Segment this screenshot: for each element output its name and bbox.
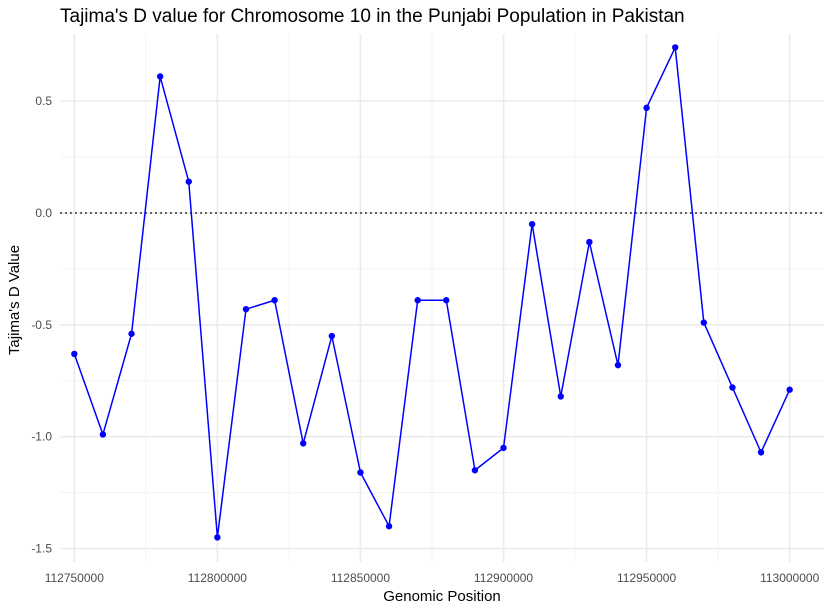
- data-point: [528, 220, 536, 228]
- data-point: [643, 104, 650, 112]
- y-axis-title: Tajima's D Value: [6, 245, 23, 355]
- y-axis-tick-labels: -1.5 -1.0 -0.5 0.0 0.5: [31, 94, 52, 555]
- data-point: [357, 469, 364, 476]
- data-point: [414, 297, 421, 304]
- data-point: [672, 44, 679, 51]
- x-tick-label: 113000000: [760, 571, 820, 585]
- data-point: [71, 350, 78, 358]
- data-point: [185, 178, 192, 185]
- data-point: [757, 449, 765, 456]
- y-tick-label: -1.0: [31, 430, 52, 444]
- data-point: [328, 332, 336, 340]
- y-tick-label: -1.5: [31, 542, 52, 556]
- data-point: [156, 73, 164, 80]
- y-tick-label: 0.0: [35, 206, 52, 220]
- minor-gridlines: [60, 34, 824, 562]
- y-tick-label: -0.5: [31, 318, 52, 332]
- data-point: [557, 393, 564, 400]
- data-point: [586, 238, 593, 246]
- data-point: [242, 305, 250, 313]
- chart-title: Tajima's D value for Chromosome 10 in th…: [60, 6, 685, 27]
- data-point: [729, 384, 736, 391]
- data-points: [71, 44, 793, 541]
- x-tick-label: 112750000: [45, 571, 105, 585]
- major-gridlines: [60, 34, 824, 562]
- data-point: [786, 386, 793, 393]
- data-point: [500, 444, 507, 452]
- data-point: [300, 440, 307, 447]
- x-tick-label: 112800000: [188, 571, 248, 585]
- x-axis-title: Genomic Position: [383, 588, 501, 605]
- data-point: [385, 523, 393, 530]
- x-tick-label: 112850000: [331, 571, 391, 585]
- data-point: [471, 467, 479, 474]
- x-tick-label: 112900000: [474, 571, 534, 585]
- data-point: [271, 297, 278, 304]
- x-tick-label: 112950000: [617, 571, 677, 585]
- series-line: [73, 46, 791, 539]
- data-point: [700, 319, 708, 326]
- data-point: [128, 330, 135, 337]
- y-tick-label: 0.5: [35, 94, 52, 108]
- x-axis-tick-labels: 112750000 112800000 112850000 112900000 1129…: [45, 571, 820, 585]
- data-point: [443, 297, 450, 304]
- data-point: [99, 431, 107, 438]
- data-point: [214, 534, 221, 541]
- data-point: [614, 361, 622, 369]
